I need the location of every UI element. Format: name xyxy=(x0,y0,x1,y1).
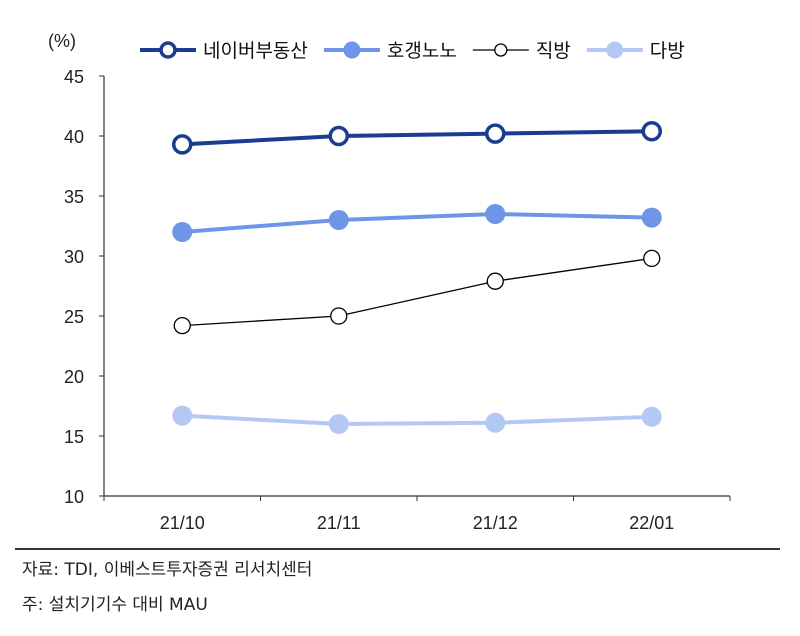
series-line xyxy=(182,129,652,147)
series-line xyxy=(182,413,652,426)
data-point xyxy=(643,249,661,268)
legend-label: 호갱노노 xyxy=(387,40,457,62)
axes: 10 15 20 25 30 35 40 45 21/10 21/11 21/12 22/01 xyxy=(64,67,731,533)
series-1 xyxy=(172,204,662,242)
data-point xyxy=(172,134,193,155)
y-tick-label: 10 xyxy=(64,487,84,507)
legend-label: 직방 xyxy=(536,40,571,62)
y-tick-label: 25 xyxy=(64,307,84,327)
footnote-divider xyxy=(15,548,780,550)
series-group xyxy=(172,120,662,434)
data-point xyxy=(606,41,624,59)
series-2 xyxy=(173,249,661,335)
y-tick-label: 30 xyxy=(64,247,84,267)
y-tick-label: 35 xyxy=(64,187,84,207)
line-chart: (%) 네이버부동산 호갱노노 직방 다방 10 15 20 25 30 35 40 45 21/10… xyxy=(48,31,731,533)
data-point xyxy=(485,412,506,433)
y-tick-label: 45 xyxy=(64,67,84,87)
data-point xyxy=(173,316,191,335)
y-unit-label: (%) xyxy=(48,31,76,51)
data-point xyxy=(328,414,349,434)
data-point xyxy=(485,123,506,144)
data-point xyxy=(159,41,177,59)
legend-label: 다방 xyxy=(650,40,685,62)
legend-item: 호갱노노 xyxy=(323,40,457,62)
data-point xyxy=(641,207,662,228)
footnote: 주: 설치기기수 대비 MAU xyxy=(22,595,208,615)
series-line xyxy=(182,212,652,234)
data-point xyxy=(641,406,662,427)
data-point xyxy=(343,41,361,59)
legend-item: 네이버부동산 xyxy=(140,40,308,62)
data-point xyxy=(330,307,348,325)
series-3 xyxy=(172,405,662,434)
source-note: 자료: TDI, 이베스트투자증권 리서치센터 xyxy=(22,560,313,580)
data-point xyxy=(328,210,349,230)
legend-label: 네이버부동산 xyxy=(203,40,308,62)
data-point xyxy=(172,222,193,242)
x-tick-label: 21/11 xyxy=(317,513,361,533)
y-tick-label: 15 xyxy=(64,427,84,447)
legend-item: 직방 xyxy=(472,40,571,62)
x-tick-label: 21/10 xyxy=(160,513,205,533)
x-tick-label: 22/01 xyxy=(629,513,674,533)
series-0 xyxy=(172,120,662,155)
series-line xyxy=(182,257,652,327)
y-tick-label: 20 xyxy=(64,367,84,387)
data-point xyxy=(486,272,504,290)
legend: 네이버부동산 호갱노노 직방 다방 xyxy=(140,40,685,62)
data-point xyxy=(172,405,193,426)
data-point xyxy=(494,43,508,57)
data-point xyxy=(641,120,662,142)
y-tick-label: 40 xyxy=(64,127,84,147)
x-tick-label: 21/12 xyxy=(473,513,518,533)
legend-item: 다방 xyxy=(586,40,685,62)
data-point xyxy=(328,125,349,147)
data-point xyxy=(485,204,506,224)
